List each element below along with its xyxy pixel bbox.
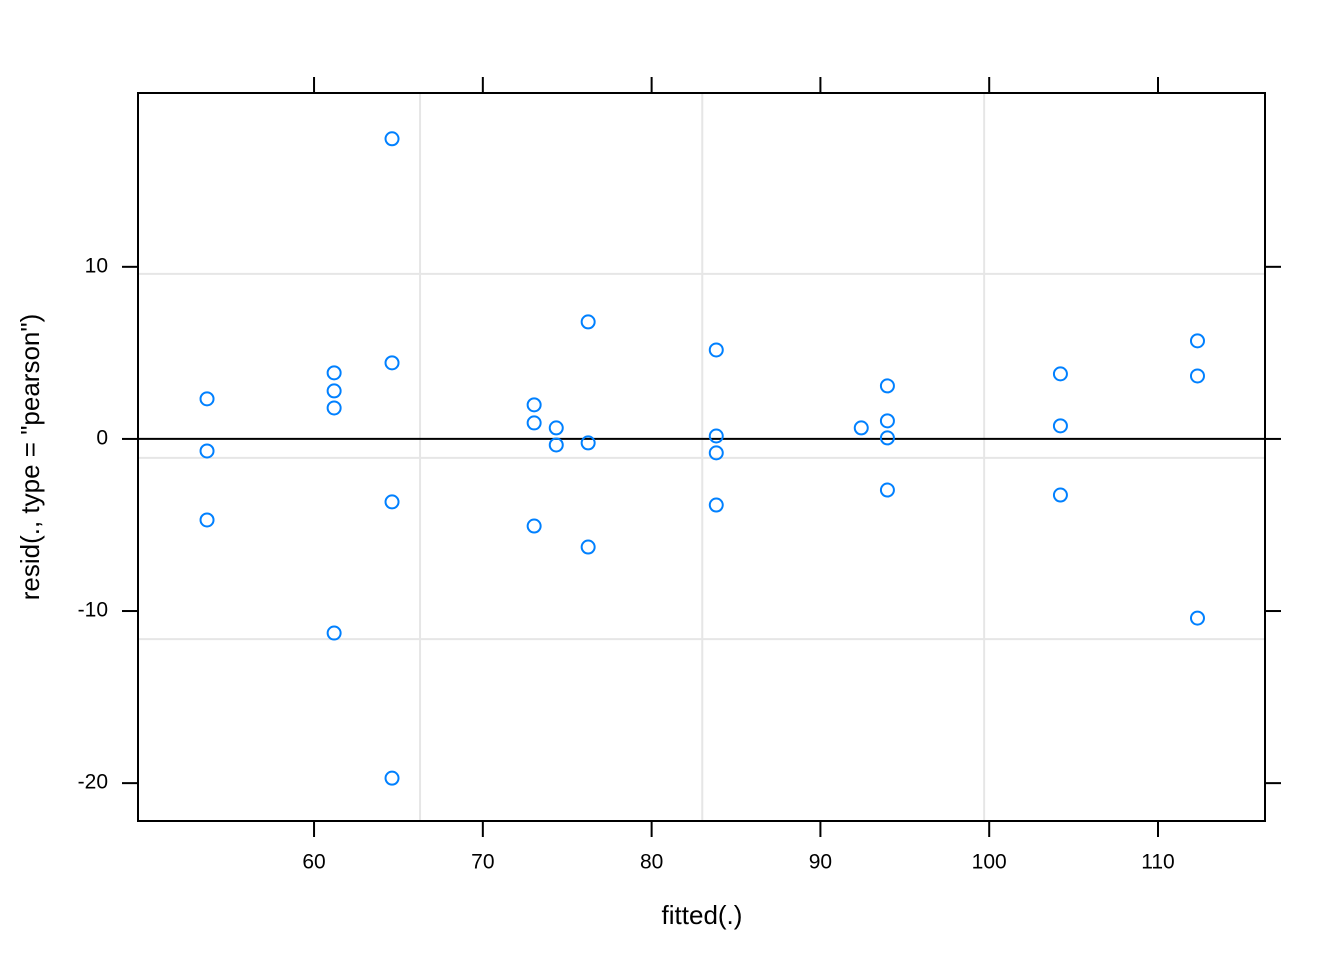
point [384,770,400,786]
point [526,518,542,534]
point [326,400,342,416]
point [1189,610,1205,626]
plot-frame [137,92,1266,822]
point [199,443,215,459]
point [199,512,215,528]
x-tick-label: 60 [302,851,325,874]
y-tick-label: 10 [85,254,108,277]
point [1189,368,1205,384]
point [326,383,342,399]
y-axis-label: resid(., type = "pearson") [15,314,45,601]
point [879,378,895,394]
y-tick-label: -20 [78,771,108,794]
point [1189,333,1205,349]
point [708,497,724,513]
point [548,437,564,453]
point [580,435,596,451]
x-tick-label: 100 [972,851,1007,874]
point [853,420,869,436]
point [526,415,542,431]
point [384,494,400,510]
point [708,342,724,358]
point [879,413,895,429]
x-tick-label: 70 [471,851,494,874]
x-tick-label: 110 [1141,851,1174,874]
point [580,539,596,555]
point [548,420,564,436]
point [526,397,542,413]
point [326,365,342,381]
point [879,482,895,498]
point [708,428,724,444]
point [384,131,400,147]
point [1052,418,1068,434]
point [1052,366,1068,382]
y-tick-label: 0 [96,426,108,449]
point [580,314,596,330]
x-tick-label: 90 [809,851,832,874]
x-tick-label: 80 [640,851,663,874]
point [199,391,215,407]
point [384,355,400,371]
point [326,625,342,641]
y-tick-label: -10 [78,599,108,622]
point [708,445,724,461]
point [1052,487,1068,503]
x-axis-label: fitted(.) [662,900,743,930]
point [879,430,895,446]
